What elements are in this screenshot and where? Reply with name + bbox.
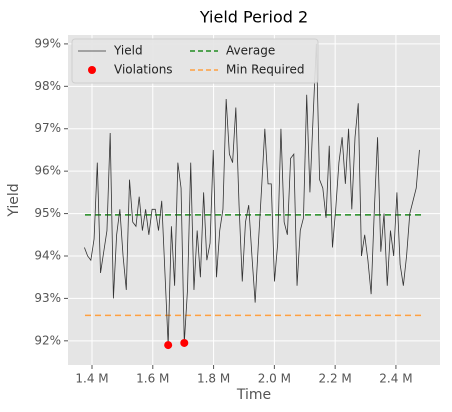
- y-tick-label: 96%: [34, 164, 61, 178]
- y-tick-label: 98%: [34, 79, 61, 93]
- legend-label: Min Required: [226, 63, 305, 77]
- chart-title: Yield Period 2: [199, 8, 308, 27]
- legend-label: Average: [226, 44, 275, 58]
- violation-point: [180, 338, 189, 347]
- x-tick-label: 2.2 M: [319, 372, 352, 386]
- legend-marker: [88, 66, 96, 74]
- y-tick-label: 95%: [34, 206, 61, 220]
- legend-box: [71, 38, 319, 84]
- legend-label: Violations: [114, 63, 173, 77]
- y-tick-label: 97%: [34, 121, 61, 135]
- x-tick-label: 1.6 M: [136, 372, 169, 386]
- x-tick-label: 2.0 M: [258, 372, 291, 386]
- y-tick-label: 94%: [34, 248, 61, 262]
- x-axis-label: Time: [236, 387, 271, 403]
- x-tick-label: 1.8 M: [197, 372, 230, 386]
- y-tick-label: 99%: [34, 36, 61, 50]
- legend-label: Yield: [113, 44, 143, 58]
- plot-background: [68, 35, 440, 365]
- x-tick-label: 2.4 M: [379, 372, 412, 386]
- data-line: [84, 43, 420, 346]
- y-tick-label: 92%: [34, 333, 61, 347]
- y-tick-label: 93%: [34, 291, 61, 305]
- violation-point: [164, 341, 173, 350]
- x-tick-label: 1.4 M: [75, 372, 108, 386]
- y-axis-label: Yield: [6, 183, 22, 217]
